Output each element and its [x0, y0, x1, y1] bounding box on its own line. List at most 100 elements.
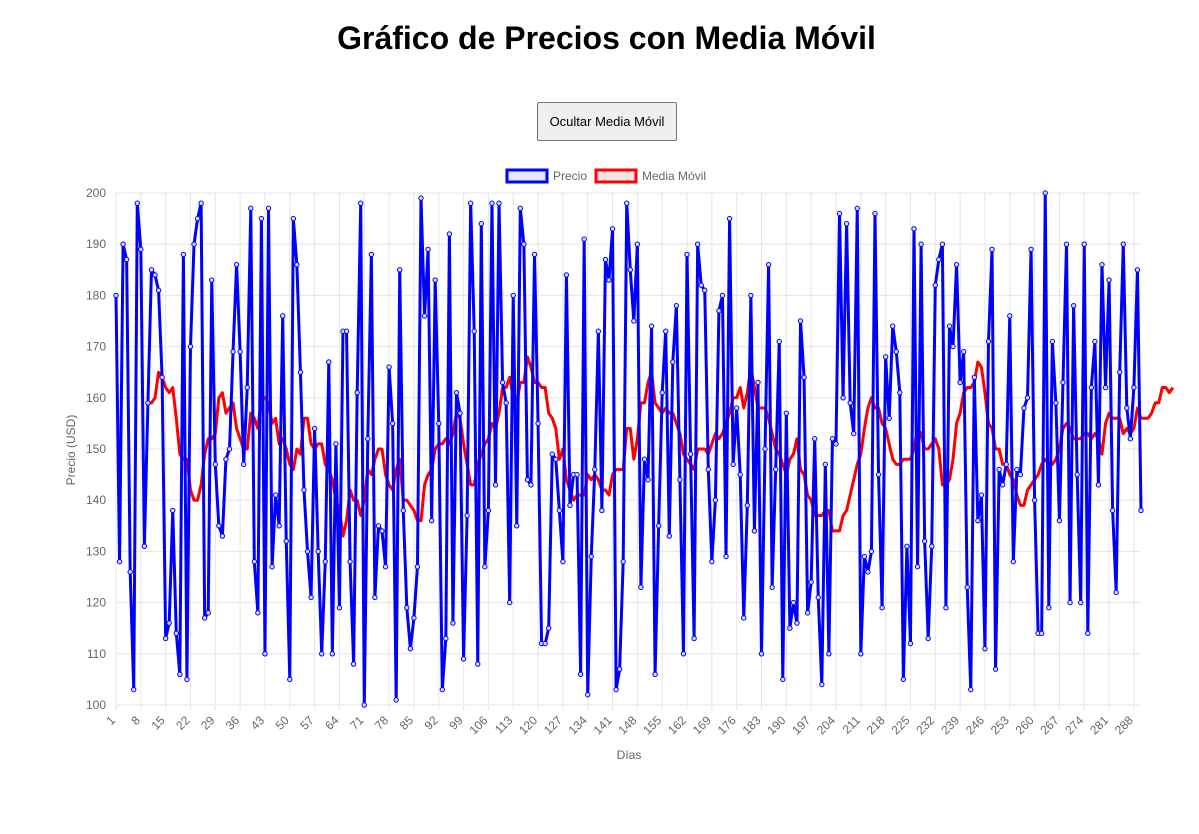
data-point	[1078, 599, 1084, 606]
data-point	[304, 548, 311, 555]
data-point	[350, 661, 357, 667]
data-point	[620, 558, 626, 565]
x-tick-label: 274	[1062, 713, 1086, 737]
data-point	[478, 221, 485, 227]
y-tick-label: 110	[87, 647, 106, 661]
data-point	[248, 205, 254, 212]
price-series	[113, 190, 1144, 708]
data-point	[1070, 302, 1077, 309]
data-point	[673, 302, 680, 309]
data-point	[475, 661, 481, 667]
y-tick-label: 160	[86, 391, 106, 405]
data-point	[276, 523, 282, 529]
data-point	[1063, 241, 1070, 247]
data-point	[950, 343, 956, 350]
data-point	[772, 466, 779, 473]
data-point	[521, 241, 527, 247]
data-point	[553, 456, 559, 462]
data-point	[616, 666, 623, 672]
data-point	[900, 676, 907, 683]
data-point	[921, 538, 928, 544]
data-point	[911, 226, 917, 232]
data-point	[790, 599, 797, 606]
data-point	[999, 482, 1006, 488]
data-point	[957, 379, 963, 386]
data-point	[730, 461, 736, 468]
x-tick-label: 1	[103, 713, 118, 728]
data-point	[854, 205, 860, 212]
data-point	[875, 471, 882, 478]
data-point	[237, 349, 243, 355]
x-tick-label: 183	[740, 713, 764, 737]
data-point	[943, 605, 949, 611]
data-point	[812, 436, 818, 442]
data-point	[201, 615, 208, 621]
data-point	[936, 256, 942, 263]
x-tick-label: 134	[566, 713, 590, 737]
data-point	[372, 594, 378, 601]
data-point	[223, 456, 229, 462]
data-point	[506, 599, 513, 606]
data-point	[1113, 589, 1119, 596]
data-point	[563, 272, 570, 278]
chart-legend[interactable]: Precio Media Móvil	[505, 168, 706, 184]
toggle-moving-average-button[interactable]: Ocultar Media Móvil	[537, 102, 677, 141]
data-point	[865, 569, 871, 575]
data-point	[499, 379, 506, 386]
data-point	[716, 308, 722, 314]
data-point	[496, 200, 502, 206]
data-point	[599, 507, 605, 514]
legend-label[interactable]: Precio	[553, 169, 587, 183]
data-point	[684, 251, 690, 258]
data-point	[680, 651, 687, 657]
data-point	[287, 676, 293, 683]
data-point	[960, 349, 967, 355]
data-point	[1117, 369, 1123, 375]
data-point	[971, 374, 978, 381]
data-point	[294, 261, 300, 268]
data-point	[1081, 241, 1087, 247]
x-tick-label: 64	[322, 713, 342, 733]
data-point	[329, 651, 336, 657]
x-tick-label: 267	[1037, 713, 1061, 737]
x-tick-label: 36	[223, 713, 243, 733]
data-point	[992, 666, 999, 672]
y-tick-label: 130	[86, 544, 106, 558]
data-point	[1024, 395, 1031, 401]
data-point	[1127, 436, 1134, 442]
data-point	[627, 267, 633, 273]
data-point	[1049, 338, 1056, 345]
data-point	[794, 620, 800, 626]
data-point	[879, 605, 885, 611]
data-point	[244, 384, 250, 391]
x-tick-label: 225	[889, 713, 913, 737]
data-point	[741, 615, 747, 621]
data-point	[542, 640, 548, 647]
data-point	[492, 482, 499, 488]
data-point	[138, 246, 144, 253]
data-point	[1038, 630, 1045, 637]
data-point	[159, 374, 165, 381]
data-point	[290, 215, 297, 222]
data-point	[868, 548, 875, 555]
data-point	[1099, 261, 1105, 268]
x-tick-label: 288	[1112, 713, 1136, 737]
data-point	[1007, 313, 1013, 319]
data-point	[457, 410, 463, 416]
data-point	[748, 292, 754, 299]
x-tick-label: 155	[640, 713, 664, 737]
data-point	[545, 625, 552, 631]
legend-swatch[interactable]	[505, 168, 549, 184]
legend-swatch[interactable]	[594, 168, 638, 184]
x-tick-label: 127	[541, 713, 565, 737]
y-axis-label: Precio (USD)	[64, 415, 78, 486]
data-point	[780, 676, 786, 683]
data-point	[858, 651, 864, 657]
data-point	[155, 287, 162, 293]
data-point	[1056, 517, 1063, 524]
legend-label[interactable]: Media Móvil	[642, 169, 706, 183]
data-point	[464, 512, 470, 519]
y-tick-label: 190	[86, 237, 106, 251]
data-point	[574, 471, 580, 478]
data-point	[265, 205, 272, 212]
